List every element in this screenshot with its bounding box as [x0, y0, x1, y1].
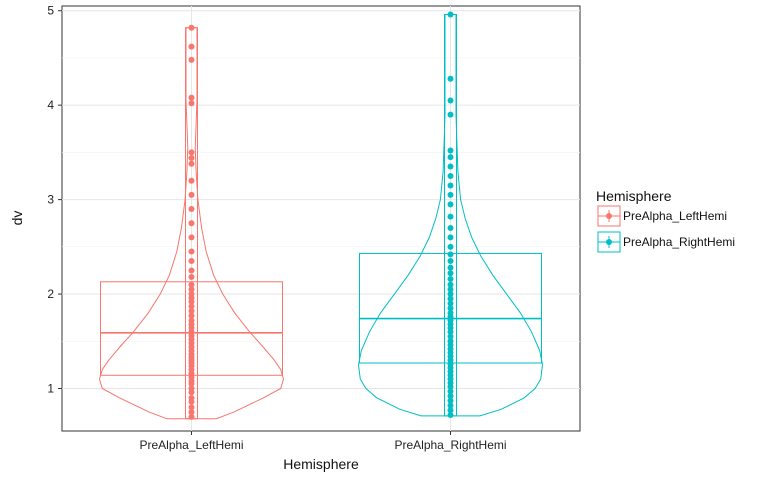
x-tick-label: PreAlpha_LeftHemi: [139, 438, 243, 452]
legend: Hemisphere PreAlpha_LeftHemi PreAlpha_Rig…: [596, 188, 735, 253]
data-point: [447, 234, 454, 241]
data-point: [447, 333, 454, 340]
legend-key-right: [597, 231, 621, 253]
data-point: [188, 155, 195, 162]
data-point: [188, 404, 195, 411]
data-point: [447, 388, 454, 395]
data-point: [447, 264, 454, 271]
data-point: [447, 173, 454, 179]
data-point: [188, 24, 195, 31]
legend-key-dot: [606, 239, 612, 245]
x-tick-label: PreAlpha_RightHemi: [394, 438, 506, 452]
data-point: [188, 43, 195, 50]
data-point: [188, 274, 195, 281]
data-point: [188, 206, 195, 213]
data-point: [447, 411, 454, 418]
y-tick-label: 4: [47, 98, 54, 112]
data-point: [447, 309, 454, 316]
data-point: [188, 100, 195, 107]
data-point: [188, 413, 195, 420]
data-point: [188, 394, 195, 401]
data-point: [188, 291, 195, 298]
data-point: [447, 75, 454, 82]
data-point: [447, 251, 454, 258]
y-tick-label: 3: [47, 193, 54, 207]
data-point: [188, 385, 195, 392]
data-point: [447, 270, 454, 277]
data-point: [447, 338, 454, 345]
legend-label: PreAlpha_LeftHemi: [623, 209, 727, 223]
data-point: [188, 56, 195, 63]
data-point: [447, 305, 454, 312]
data-point: [447, 402, 454, 409]
data-point: [447, 147, 454, 154]
data-point: [447, 295, 454, 302]
data-point: [447, 213, 454, 220]
data-point: [447, 111, 454, 118]
data-point: [188, 234, 195, 241]
data-point: [447, 275, 454, 282]
data-point: [447, 300, 454, 307]
y-tick-label: 1: [47, 382, 54, 396]
data-point: [447, 97, 454, 104]
data-point: [188, 160, 195, 167]
legend-key-left: [597, 205, 621, 227]
data-point: [188, 258, 195, 264]
legend-title: Hemisphere: [596, 188, 672, 204]
data-point: [447, 397, 454, 404]
data-point: [188, 317, 195, 324]
data-point: [447, 154, 454, 161]
data-point: [447, 11, 454, 18]
data-point: [188, 409, 195, 416]
plot-panel: [61, 5, 581, 432]
data-point: [188, 177, 195, 184]
y-axis-title: dv: [9, 211, 25, 226]
chart-marks: [98, 11, 544, 420]
data-point: [447, 286, 454, 293]
data-point: [447, 393, 454, 400]
data-point: [188, 308, 195, 315]
data-point: [188, 267, 195, 274]
data-point: [188, 281, 195, 288]
data-point: [188, 286, 195, 293]
y-tick-label: 2: [47, 287, 54, 301]
x-axis-title: Hemisphere: [283, 456, 359, 472]
data-point: [188, 312, 195, 319]
data-point: [447, 201, 454, 208]
data-point: [447, 191, 454, 198]
data-point: [188, 94, 195, 101]
data-point: [188, 191, 195, 198]
axes: 1 2 3 4 5 PreAlpha_LeftHemi PreAlpha_RightHemi: [47, 4, 506, 452]
data-point: [188, 220, 195, 227]
data-point: [447, 258, 454, 264]
data-point: [188, 248, 195, 255]
data-point: [188, 149, 195, 156]
data-point: [447, 291, 454, 298]
data-point: [447, 163, 454, 170]
legend-key-dot: [606, 213, 612, 219]
y-tick-label: 5: [47, 4, 54, 18]
data-point: [447, 281, 454, 288]
data-point: [188, 303, 195, 310]
data-point: [447, 407, 454, 414]
legend-label: PreAlpha_RightHemi: [623, 235, 735, 249]
data-point: [447, 182, 454, 189]
data-point: [447, 243, 454, 250]
data-point: [447, 224, 454, 231]
